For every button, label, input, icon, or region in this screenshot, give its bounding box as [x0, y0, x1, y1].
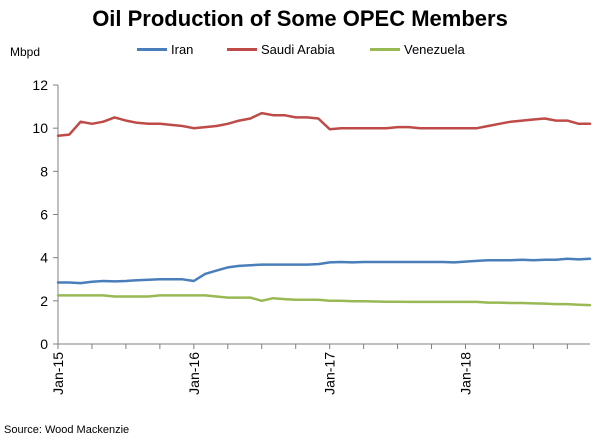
legend-item-venezuela: Venezuela: [370, 42, 465, 57]
x-tick-label: Jan-15: [50, 352, 66, 395]
series-line-venezuela: [56, 294, 592, 307]
y-tick-label: 6: [40, 207, 48, 223]
y-tick-label: 0: [40, 336, 48, 352]
y-tick-label: 2: [40, 293, 48, 309]
legend-label-saudi-arabia: Saudi Arabia: [261, 42, 335, 57]
legend-item-saudi-arabia: Saudi Arabia: [227, 42, 335, 57]
legend-item-iran: Iran: [137, 42, 193, 57]
series-line-iran: [56, 257, 592, 285]
y-tick-label: 8: [40, 163, 48, 179]
series-line-saudi-arabia: [56, 111, 592, 137]
series-lines: [56, 111, 592, 307]
x-tick-label: Jan-18: [457, 352, 473, 395]
y-axis-ticks: 0 2 4 6 8 10 12: [32, 77, 58, 352]
legend-swatch-saudi-arabia: [227, 48, 257, 51]
x-axis-ticks: Jan-15 Jan-16 Jan-17 Jan-18: [50, 344, 568, 395]
y-tick-label: 4: [40, 250, 48, 266]
legend-label-iran: Iran: [171, 42, 194, 57]
legend-swatch-venezuela: [370, 48, 400, 51]
y-axis-unit-label: Mbpd: [10, 45, 41, 59]
legend-swatch-iran: [137, 48, 167, 51]
x-tick-label: Jan-16: [186, 352, 202, 395]
legend-label-venezuela: Venezuela: [404, 42, 465, 57]
source-note: Source: Wood Mackenzie: [4, 424, 130, 436]
y-tick-label: 12: [32, 77, 48, 93]
legend: Iran Saudi Arabia Venezuela: [0, 42, 600, 62]
chart-title: Oil Production of Some OPEC Members: [92, 6, 508, 31]
y-tick-label: 10: [32, 120, 48, 136]
x-tick-label: Jan-17: [322, 352, 338, 395]
